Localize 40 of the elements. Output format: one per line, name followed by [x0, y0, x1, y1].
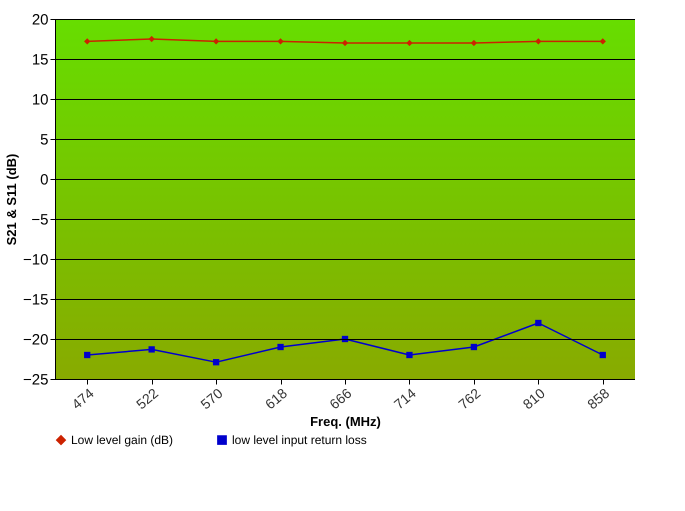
x-tick-label: 570: [197, 384, 226, 412]
y-tick-label: 0: [40, 172, 48, 188]
point: [212, 359, 220, 366]
point: [600, 352, 606, 358]
y-tick-label: −20: [23, 332, 48, 348]
point: [600, 38, 606, 45]
y-tick-label: −10: [23, 252, 48, 268]
y-tick-label: 5: [40, 132, 48, 148]
x-axis-title: Freq. (MHz): [310, 414, 381, 430]
point: [470, 40, 478, 46]
x-tick-label: 522: [132, 384, 162, 412]
x-tick-label: 714: [390, 384, 420, 412]
x-tick-label: 618: [262, 384, 290, 412]
y-axis-title: S21 & S11 (dB): [4, 154, 20, 246]
point: [148, 346, 155, 353]
x-tick-label: 762: [455, 384, 484, 412]
x-tick-label: 666: [326, 384, 355, 412]
y-tick-label: −15: [23, 292, 48, 308]
point: [406, 352, 413, 358]
point: [470, 344, 478, 350]
point: [84, 352, 90, 358]
legend-label: Low level gain (dB): [71, 433, 174, 448]
y-tick-label: 20: [32, 12, 48, 28]
point: [277, 38, 284, 45]
point: [406, 40, 413, 46]
y-tick-label: 10: [32, 92, 48, 108]
y-tick-label: −5: [31, 212, 48, 228]
y-tick-label: 15: [32, 52, 48, 68]
point: [148, 36, 155, 42]
legend-label: low level input return loss: [232, 433, 367, 448]
point: [84, 38, 90, 45]
x-tick-label: 474: [68, 384, 97, 412]
x-tick-label: 810: [520, 384, 548, 412]
point: [342, 40, 348, 46]
y-tick-label: −25: [23, 372, 48, 388]
point: [535, 38, 542, 45]
x-tick-label: 858: [584, 384, 612, 412]
point: [277, 344, 284, 350]
point: [212, 38, 220, 45]
point: [535, 320, 542, 326]
